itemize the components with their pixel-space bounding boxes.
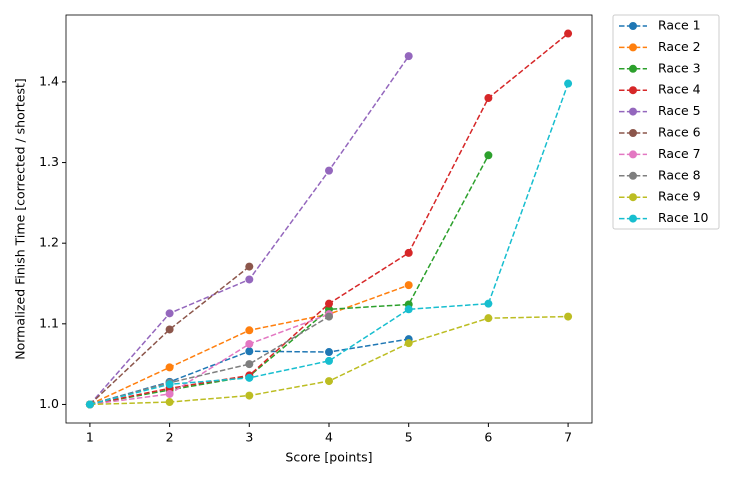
x-tick-label: 4 (325, 430, 333, 445)
point (245, 360, 254, 369)
y-tick-label: 1.1 (39, 315, 59, 330)
legend-label: Race 2 (658, 39, 701, 54)
point (325, 312, 333, 321)
point (165, 380, 174, 389)
y-tick-label: 1.0 (39, 396, 59, 411)
point (325, 299, 333, 308)
legend-marker (629, 150, 637, 159)
point (325, 377, 333, 386)
legend-label: Race 10 (658, 210, 709, 225)
y-tick-label: 1.2 (39, 235, 59, 250)
series-line (89, 83, 569, 406)
legend-marker (629, 193, 637, 202)
legend-label: Race 1 (658, 18, 701, 33)
y-axis-label: Normalized Finish Time [corrected / shor… (13, 78, 28, 360)
legend-label: Race 3 (658, 60, 701, 75)
legend-marker (629, 43, 637, 52)
legend-label: Race 6 (658, 125, 701, 140)
point (484, 94, 493, 103)
point (484, 151, 493, 160)
point (404, 339, 413, 348)
point (85, 400, 94, 409)
point (484, 299, 493, 308)
point (325, 166, 333, 175)
point (564, 79, 573, 88)
legend-marker (629, 107, 637, 116)
point (245, 262, 254, 271)
legend-label: Race 5 (658, 103, 701, 118)
point (245, 347, 254, 356)
point (245, 391, 254, 400)
point (404, 281, 413, 290)
x-tick-label: 1 (86, 430, 94, 445)
legend-marker (629, 214, 637, 223)
x-tick-label: 3 (245, 430, 253, 445)
x-axis-label: Score [points] (285, 450, 372, 465)
x-tick-label: 7 (564, 430, 572, 445)
x-tick-label: 2 (166, 430, 174, 445)
point (404, 248, 413, 257)
point (245, 326, 254, 335)
point (325, 356, 333, 365)
point (165, 325, 174, 334)
legend-marker (629, 64, 637, 73)
legend-label: Race 7 (658, 146, 701, 161)
point (564, 29, 573, 38)
point (245, 339, 254, 348)
point (245, 275, 254, 284)
point (165, 309, 174, 318)
y-tick-label: 1.3 (39, 154, 59, 169)
legend-marker (629, 129, 637, 137)
point (484, 314, 493, 323)
legend-marker (629, 22, 637, 30)
series-line (89, 265, 250, 406)
point (165, 389, 174, 398)
legend-label: Race 4 (658, 82, 701, 97)
legend-marker (629, 171, 637, 180)
legend-label: Race 8 (658, 167, 701, 182)
series-line (89, 154, 490, 406)
point (404, 305, 413, 314)
point (564, 312, 573, 321)
legend-marker (629, 86, 637, 95)
point (404, 52, 413, 61)
plot-frame (65, 14, 593, 424)
legend-label: Race 9 (658, 189, 701, 204)
series-line (89, 313, 330, 406)
x-tick-label: 5 (405, 430, 413, 445)
y-tick-label: 1.4 (39, 73, 59, 88)
point (325, 348, 333, 357)
point (245, 373, 254, 382)
point (165, 363, 174, 372)
point (165, 398, 174, 407)
series-line (89, 315, 330, 406)
x-tick-label: 6 (484, 430, 492, 445)
